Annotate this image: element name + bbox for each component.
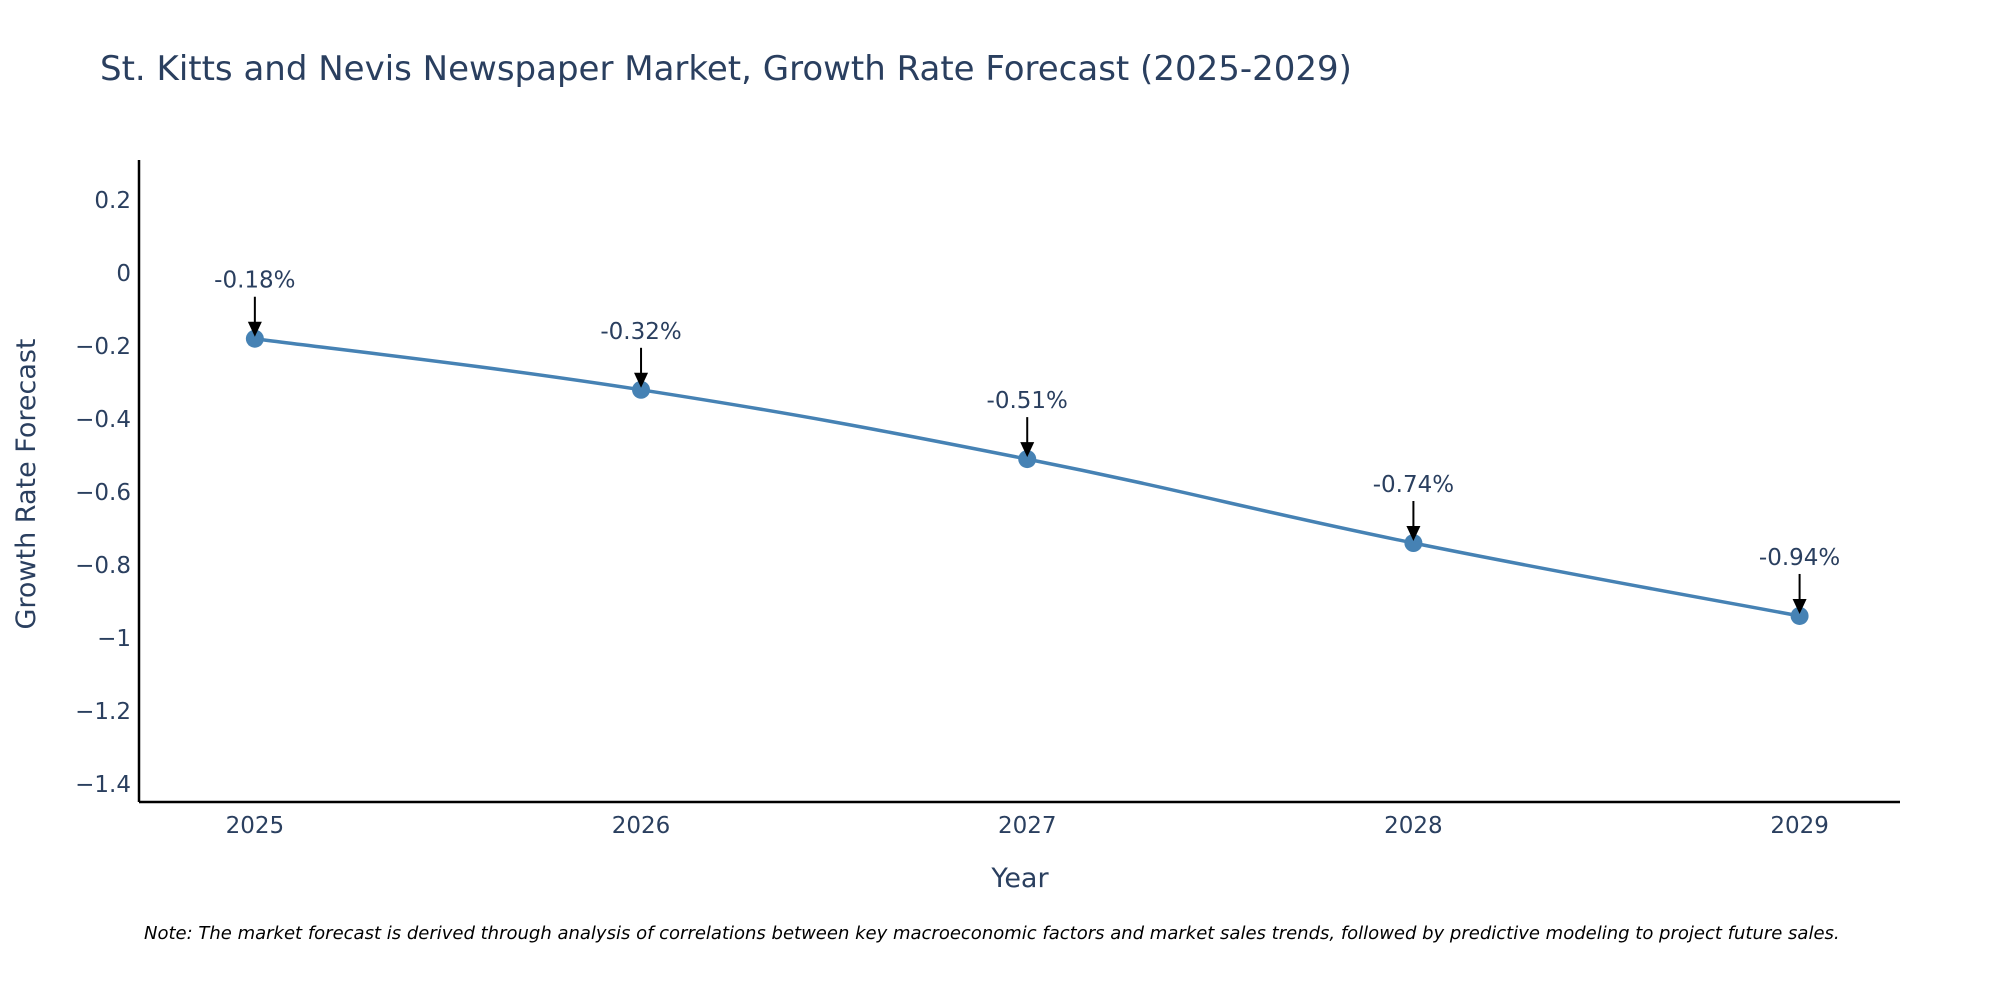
annotation-arrow-head: [1020, 442, 1035, 458]
data-point: [1790, 606, 1809, 625]
series-group: [245, 329, 1809, 625]
y-axis-title: Growth Rate Forecast: [11, 338, 42, 629]
y-tick-label: −1.2: [75, 699, 131, 725]
y-tick-label: −0.4: [75, 407, 131, 433]
y-tick-label: 0.2: [94, 188, 131, 214]
annotation-group: -0.18% -0.32% -0.51% -0.74% -0.94%: [214, 268, 1840, 614]
annotation-arrow-head: [1792, 598, 1807, 614]
x-tick-label: 2028: [1384, 813, 1443, 839]
x-axis-title: Year: [990, 863, 1049, 894]
annotation-arrow-head: [1406, 526, 1421, 542]
y-tick-label: 0: [116, 261, 131, 287]
data-label: -0.51%: [987, 388, 1068, 414]
data-point: [245, 329, 264, 348]
y-tick-label: −1.4: [75, 772, 131, 798]
data-point: [632, 380, 651, 399]
x-tick-label: 2027: [998, 813, 1057, 839]
y-tick-label: −0.2: [75, 334, 131, 360]
x-tick-label: 2025: [226, 813, 285, 839]
footnote: Note: The market forecast is derived thr…: [144, 923, 1840, 944]
y-tick-label: −1: [97, 626, 131, 652]
annotation-arrow-head: [634, 372, 649, 388]
data-point: [1404, 534, 1423, 553]
data-label: -0.74%: [1373, 472, 1454, 498]
annotation-arrow-head: [247, 321, 262, 337]
data-point: [1018, 450, 1037, 469]
y-tick-label: −0.6: [75, 480, 131, 506]
y-axis: 0.2 0 −0.2 −0.4 −0.6 −0.8 −1 −1.2 −1.4: [75, 160, 141, 802]
x-axis: 2025 2026 2027 2028 2029: [139, 800, 1900, 839]
series-line: [254, 337, 1800, 618]
data-label: -0.32%: [600, 319, 681, 345]
chart-title: St. Kitts and Nevis Newspaper Market, Gr…: [100, 49, 1352, 89]
data-label: -0.94%: [1759, 545, 1840, 571]
x-tick-label: 2029: [1770, 813, 1829, 839]
x-tick-label: 2026: [612, 813, 671, 839]
y-tick-label: −0.8: [75, 553, 131, 579]
data-label: -0.18%: [214, 268, 295, 294]
